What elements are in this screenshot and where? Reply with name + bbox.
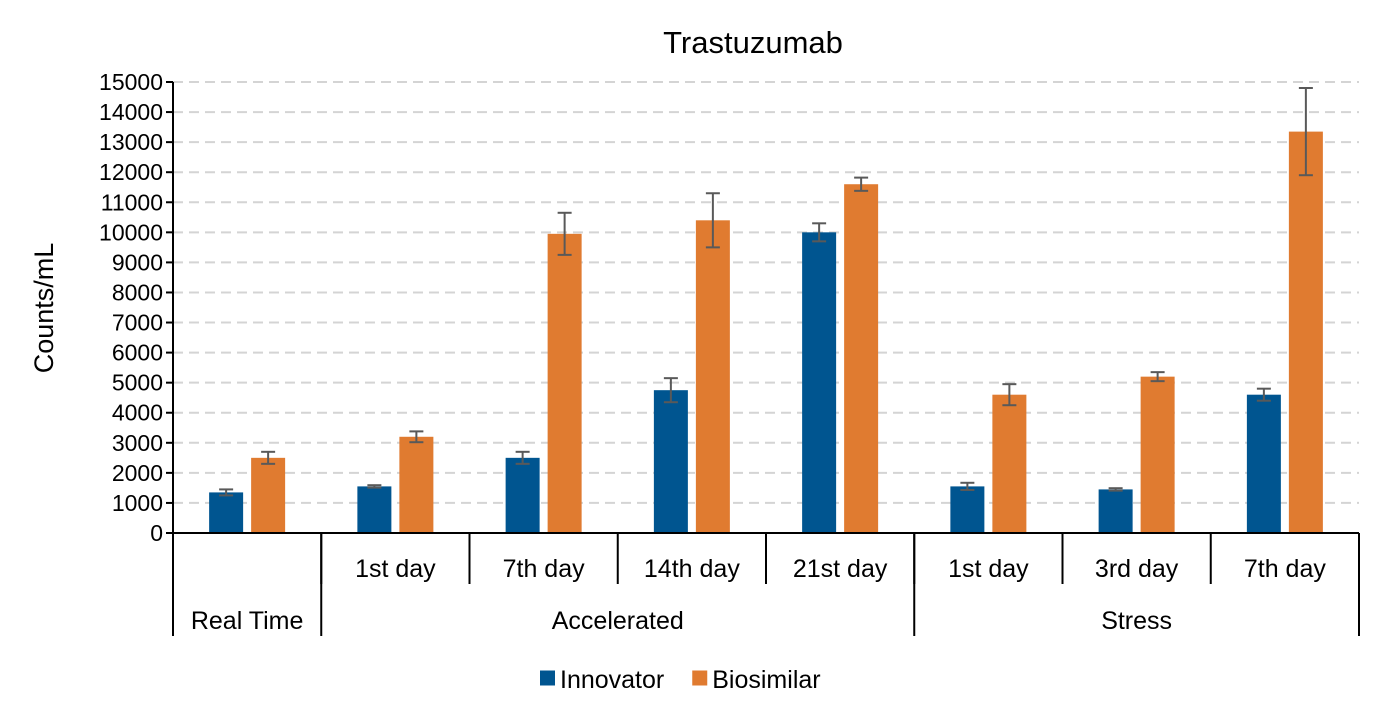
group-label: Stress <box>1101 607 1172 635</box>
bar-biosimilar <box>547 233 582 533</box>
y-tick-label: 2000 <box>112 460 163 486</box>
legend-label-biosimilar: Biosimilar <box>712 666 820 694</box>
legend-label-innovator: Innovator <box>560 666 664 694</box>
error-bars <box>219 87 1313 497</box>
x-tick-label: 7th day <box>503 555 586 583</box>
group-label: Accelerated <box>552 607 684 635</box>
x-tick-label: 3rd day <box>1095 555 1179 583</box>
bar-innovator <box>950 486 985 533</box>
bar-innovator <box>209 492 244 533</box>
bar-innovator <box>1098 489 1133 533</box>
bar-innovator <box>653 390 688 533</box>
y-tick-label: 14000 <box>99 99 163 125</box>
x-tick-label: 1st day <box>948 555 1029 583</box>
bar-biosimilar <box>992 394 1027 533</box>
bar-biosimilar <box>399 436 434 533</box>
legend-swatch-innovator <box>540 670 555 686</box>
bar-innovator <box>802 232 837 534</box>
y-tick-label: 11000 <box>101 189 163 215</box>
x-tick-label: 7th day <box>1244 555 1327 583</box>
y-tick-label: 7000 <box>112 310 163 336</box>
bar-biosimilar <box>695 220 730 533</box>
y-tick-label: 3000 <box>112 430 163 456</box>
y-tick-label: 8000 <box>112 279 163 305</box>
y-tick-label: 9000 <box>112 249 163 275</box>
group-label: Real Time <box>191 607 304 635</box>
legend: Innovator Biosimilar <box>540 666 821 694</box>
y-tick-label: 4000 <box>112 400 163 426</box>
bar-innovator <box>357 486 392 533</box>
y-axis-ticks: 0 1000 2000 3000 4000 5000 6000 7000 8000 9000 100… <box>99 69 173 546</box>
x-tick-label: 1st day <box>355 555 436 583</box>
bar-biosimilar <box>251 457 286 533</box>
y-tick-label: 1000 <box>112 490 163 516</box>
y-tick-label: 6000 <box>112 340 163 366</box>
y-tick-label: 10000 <box>99 219 163 245</box>
y-tick-label: 0 <box>150 520 163 546</box>
bar-biosimilar <box>1140 376 1175 533</box>
x-tick-label: 14th day <box>644 555 740 583</box>
y-axis-label: Counts/mL <box>29 243 59 374</box>
x-axis-ticks: Real Time 1st day 7th day 14th day 21st day A… <box>172 533 1360 636</box>
bars <box>209 131 1323 534</box>
chart-title: Trastuzumab <box>663 25 843 60</box>
bar-biosimilar <box>1288 131 1323 534</box>
y-tick-label: 12000 <box>99 159 163 185</box>
y-tick-label: 5000 <box>112 370 163 396</box>
y-tick-label: 15000 <box>99 69 163 95</box>
bar-innovator <box>505 457 540 533</box>
axes <box>172 82 1359 534</box>
gridlines <box>173 81 1359 504</box>
legend-swatch-biosimilar <box>692 670 708 686</box>
y-tick-label: 13000 <box>99 129 163 155</box>
x-tick-label: 21st day <box>793 555 888 583</box>
bar-biosimilar <box>844 184 879 533</box>
bar-innovator <box>1246 394 1281 533</box>
